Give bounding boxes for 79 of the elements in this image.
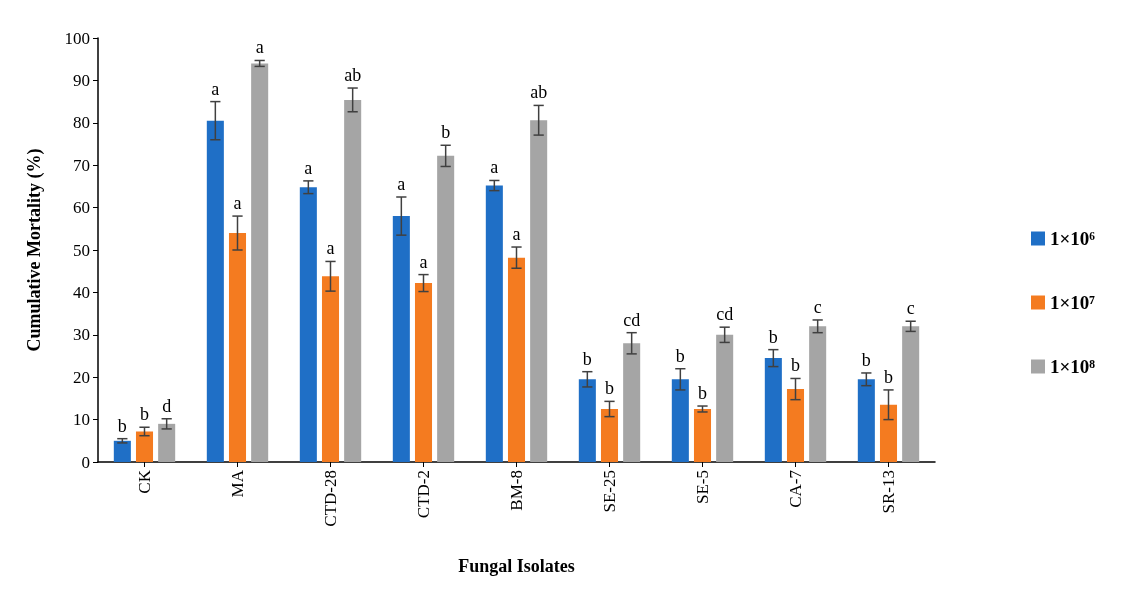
data-label: ab <box>530 82 548 103</box>
bar <box>693 409 712 462</box>
bar <box>809 326 827 462</box>
legend-label: 1×10⁶ <box>1049 228 1096 249</box>
bar <box>623 343 641 462</box>
data-label: cd <box>623 309 641 330</box>
x-tick-label: SE-25 <box>600 470 619 513</box>
bar <box>344 99 362 462</box>
data-label: b <box>884 366 893 387</box>
legend-label: 1×10⁸ <box>1049 356 1096 377</box>
x-tick-label: MA <box>228 469 247 498</box>
y-tick-label: 100 <box>64 28 90 48</box>
data-label: b <box>140 404 149 425</box>
data-label: a <box>512 224 521 245</box>
bar <box>507 257 526 462</box>
bar <box>786 389 805 462</box>
bar <box>716 334 734 462</box>
data-label: a <box>326 238 335 259</box>
x-axis-title: Fungal Isolates <box>458 556 575 576</box>
bar <box>321 276 340 462</box>
y-tick-label: 70 <box>73 155 90 175</box>
data-label: b <box>117 415 127 436</box>
data-label: b <box>768 326 778 347</box>
data-label: c <box>813 296 822 317</box>
bar <box>299 187 317 462</box>
bar <box>485 185 503 462</box>
bar <box>158 423 176 462</box>
y-tick-label: 0 <box>81 452 90 472</box>
y-tick-label: 80 <box>73 113 90 133</box>
data-label: b <box>605 378 614 399</box>
bar <box>857 379 875 462</box>
bar <box>251 63 269 462</box>
bar <box>206 120 224 462</box>
bar <box>902 326 920 462</box>
data-label: a <box>397 174 406 194</box>
x-tick-label: CK <box>135 469 154 494</box>
y-tick-label: 60 <box>73 198 90 218</box>
data-label: a <box>419 251 428 272</box>
bar <box>600 409 619 462</box>
data-label: c <box>906 298 915 319</box>
bar <box>879 404 898 462</box>
bar <box>113 440 131 462</box>
data-label: ab <box>344 65 362 86</box>
data-label: b <box>698 383 707 404</box>
y-tick-label: 50 <box>73 240 90 260</box>
y-axis-title: Cumulative Mortality (%) <box>24 148 45 352</box>
data-label: cd <box>716 304 734 325</box>
data-label: a <box>490 157 499 178</box>
data-label: a <box>233 193 242 214</box>
y-tick-label: 10 <box>73 410 90 430</box>
data-label: a <box>304 157 313 178</box>
y-tick-label: 40 <box>73 282 90 302</box>
x-tick-label: CTD-2 <box>414 470 433 519</box>
bar <box>530 120 548 462</box>
bar <box>414 283 433 462</box>
legend-label: 1×10⁷ <box>1049 292 1096 313</box>
y-tick-label: 30 <box>73 325 90 345</box>
data-label: b <box>861 349 871 370</box>
y-tick-label: 20 <box>73 367 90 387</box>
x-tick-label: CA-7 <box>786 469 805 508</box>
bar <box>392 216 410 462</box>
data-label: b <box>441 122 451 143</box>
x-tick-label: CTD-28 <box>321 470 340 527</box>
y-tick-label: 90 <box>73 70 90 90</box>
data-label: b <box>675 345 685 366</box>
x-tick-label: SE-5 <box>693 470 712 504</box>
data-label: b <box>791 355 800 376</box>
x-tick-label: SR-13 <box>879 470 898 514</box>
bar <box>578 379 596 462</box>
data-label: a <box>255 37 264 58</box>
bar <box>671 379 689 462</box>
bar <box>135 431 154 462</box>
data-label: b <box>582 348 592 369</box>
data-label: d <box>162 395 172 416</box>
bar <box>764 358 782 462</box>
data-label: a <box>211 78 220 99</box>
bar <box>228 233 247 462</box>
x-tick-label: BM-8 <box>507 470 526 511</box>
bar <box>437 155 455 462</box>
